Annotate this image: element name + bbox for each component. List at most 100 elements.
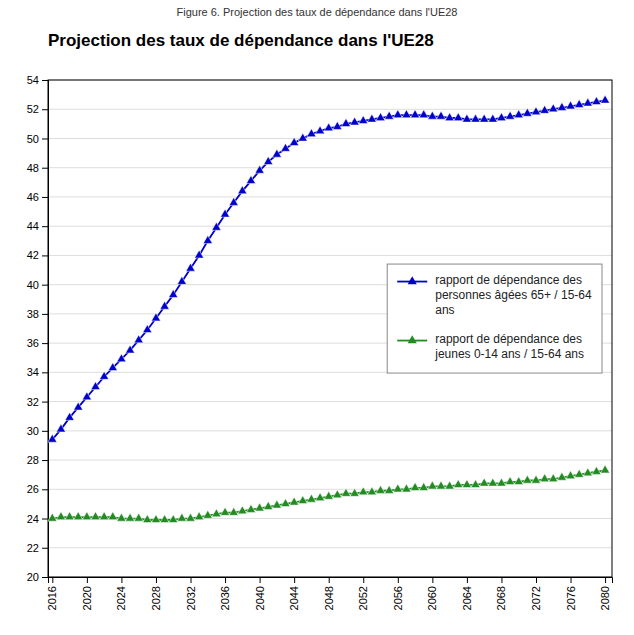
- legend: rapport de dépendance despersonnes âgées…: [387, 264, 602, 373]
- tick-mark: [42, 138, 48, 139]
- series-line: [52, 100, 605, 439]
- marker: [514, 110, 523, 118]
- marker: [255, 165, 264, 173]
- tick-label: 40: [27, 279, 39, 291]
- tick-label: 48: [27, 162, 39, 174]
- marker: [125, 513, 134, 521]
- marker: [82, 512, 91, 520]
- marker: [229, 198, 238, 206]
- marker: [506, 111, 515, 119]
- tick-mark: [42, 197, 48, 198]
- marker: [601, 95, 610, 103]
- tick: 44: [27, 220, 48, 232]
- marker: [100, 512, 109, 520]
- tick: 20: [27, 571, 48, 583]
- tick: 2032: [185, 577, 197, 610]
- tick-label: 50: [27, 132, 39, 144]
- marker: [531, 107, 540, 115]
- tick-mark: [42, 431, 48, 432]
- marker: [557, 472, 566, 480]
- marker: [359, 116, 368, 124]
- tick-mark: [42, 402, 48, 403]
- marker: [203, 236, 212, 244]
- tick-label: 2020: [81, 586, 93, 610]
- legend-marker: [408, 335, 417, 343]
- tick: 22: [27, 542, 48, 554]
- marker: [601, 465, 610, 473]
- marker: [177, 513, 186, 521]
- tick: 2056: [392, 577, 404, 610]
- marker: [195, 512, 204, 520]
- marker: [246, 504, 255, 512]
- marker: [462, 480, 471, 488]
- background: [0, 0, 634, 635]
- marker: [376, 485, 385, 493]
- tick: 2044: [288, 577, 300, 610]
- marker: [82, 392, 91, 400]
- tick-mark: [501, 577, 502, 583]
- plot-frame: [48, 80, 612, 577]
- tick-label: 24: [27, 513, 39, 525]
- marker: [108, 512, 117, 520]
- grid-line: [48, 489, 612, 490]
- marker: [341, 488, 350, 496]
- tick: 30: [27, 425, 48, 437]
- tick-label: 54: [27, 74, 39, 86]
- marker: [177, 276, 186, 284]
- marker: [307, 129, 316, 137]
- marker: [497, 478, 506, 486]
- tick-label: 2044: [288, 586, 300, 610]
- marker: [186, 263, 195, 271]
- marker: [290, 138, 299, 146]
- tick: 2036: [219, 577, 231, 610]
- marker: [575, 100, 584, 108]
- marker: [359, 487, 368, 495]
- marker: [134, 335, 143, 343]
- marker: [221, 209, 230, 217]
- axis-domain: [49, 578, 613, 584]
- tick-label: 52: [27, 103, 39, 115]
- marker: [195, 250, 204, 258]
- tick-mark: [605, 577, 606, 583]
- tick-mark: [42, 548, 48, 549]
- grid: [48, 80, 612, 577]
- marker: [169, 290, 178, 298]
- marker: [203, 510, 212, 518]
- tick-mark: [191, 577, 192, 583]
- tick-mark: [363, 577, 364, 583]
- tick-label: 36: [27, 337, 39, 349]
- marker: [350, 488, 359, 496]
- tick-mark: [42, 519, 48, 520]
- tick-label: 2068: [495, 586, 507, 610]
- legend-item: rapport de dépendance desjeunes 0-14 ans…: [397, 332, 584, 361]
- tick-label: 2080: [599, 586, 611, 610]
- marker: [592, 97, 601, 105]
- tick-label: 28: [27, 454, 39, 466]
- tick-label: 38: [27, 308, 39, 320]
- marker: [341, 119, 350, 127]
- marker: [367, 487, 376, 495]
- marker: [212, 509, 221, 517]
- marker: [281, 499, 290, 507]
- tick-mark: [225, 577, 226, 583]
- tick: 52: [27, 103, 48, 115]
- marker: [91, 512, 100, 520]
- tick: 2068: [495, 577, 507, 610]
- tick: 2020: [81, 577, 93, 610]
- tick-mark: [42, 80, 48, 81]
- tick-label: 2060: [426, 586, 438, 610]
- marker: [454, 113, 463, 121]
- tick-label: 2056: [392, 586, 404, 610]
- tick-mark: [329, 577, 330, 583]
- tick: 40: [27, 279, 48, 291]
- marker: [385, 485, 394, 493]
- marker: [419, 110, 428, 118]
- tick-mark: [42, 255, 48, 256]
- legend-label: rapport de dépendance despersonnes âgées…: [435, 273, 592, 317]
- tick: 2060: [426, 577, 438, 610]
- tick-mark: [42, 343, 48, 344]
- tick-label: 26: [27, 483, 39, 495]
- tick: 50: [27, 132, 48, 144]
- marker: [445, 481, 454, 489]
- marker: [566, 101, 575, 109]
